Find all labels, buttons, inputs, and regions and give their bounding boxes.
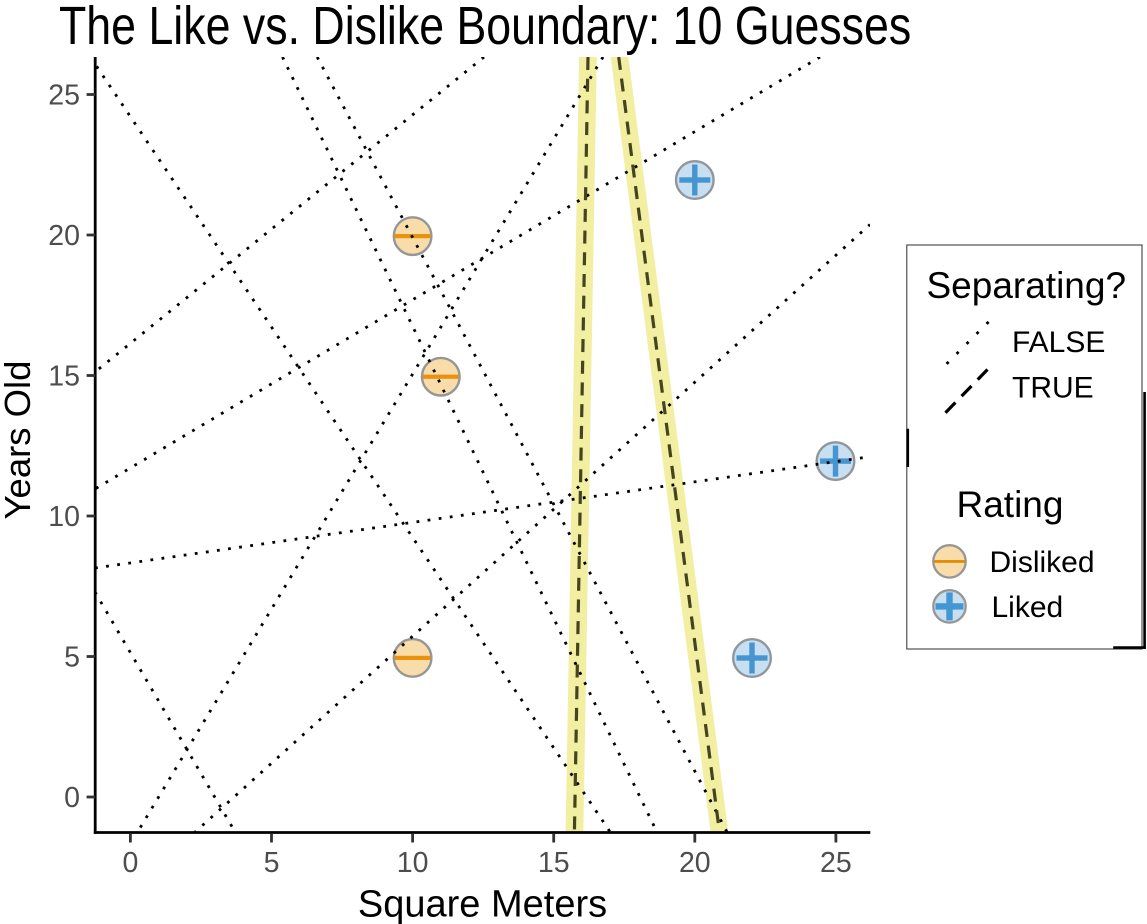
svg-text:10: 10 — [397, 847, 429, 879]
svg-text:Square Meters: Square Meters — [358, 884, 607, 924]
svg-text:20: 20 — [48, 220, 80, 252]
svg-text:25: 25 — [48, 80, 80, 112]
svg-text:15: 15 — [48, 361, 80, 393]
svg-text:10: 10 — [48, 501, 80, 533]
svg-text:0: 0 — [64, 782, 80, 814]
svg-text:20: 20 — [679, 847, 711, 879]
svg-text:Years Old: Years Old — [0, 361, 38, 520]
svg-text:15: 15 — [538, 847, 570, 879]
svg-text:FALSE: FALSE — [1012, 326, 1105, 359]
svg-text:5: 5 — [64, 642, 80, 674]
svg-text:5: 5 — [264, 847, 280, 879]
svg-text:TRUE: TRUE — [1012, 372, 1094, 405]
svg-text:Separating?: Separating? — [927, 265, 1127, 306]
svg-text:0: 0 — [122, 847, 138, 879]
svg-text:Disliked: Disliked — [990, 546, 1095, 579]
svg-text:25: 25 — [820, 847, 852, 879]
svg-text:Liked: Liked — [992, 591, 1064, 624]
svg-text:Rating: Rating — [957, 484, 1064, 525]
svg-text:The Like vs. Dislike Boundary:: The Like vs. Dislike Boundary: 10 Guesse… — [59, 0, 911, 56]
